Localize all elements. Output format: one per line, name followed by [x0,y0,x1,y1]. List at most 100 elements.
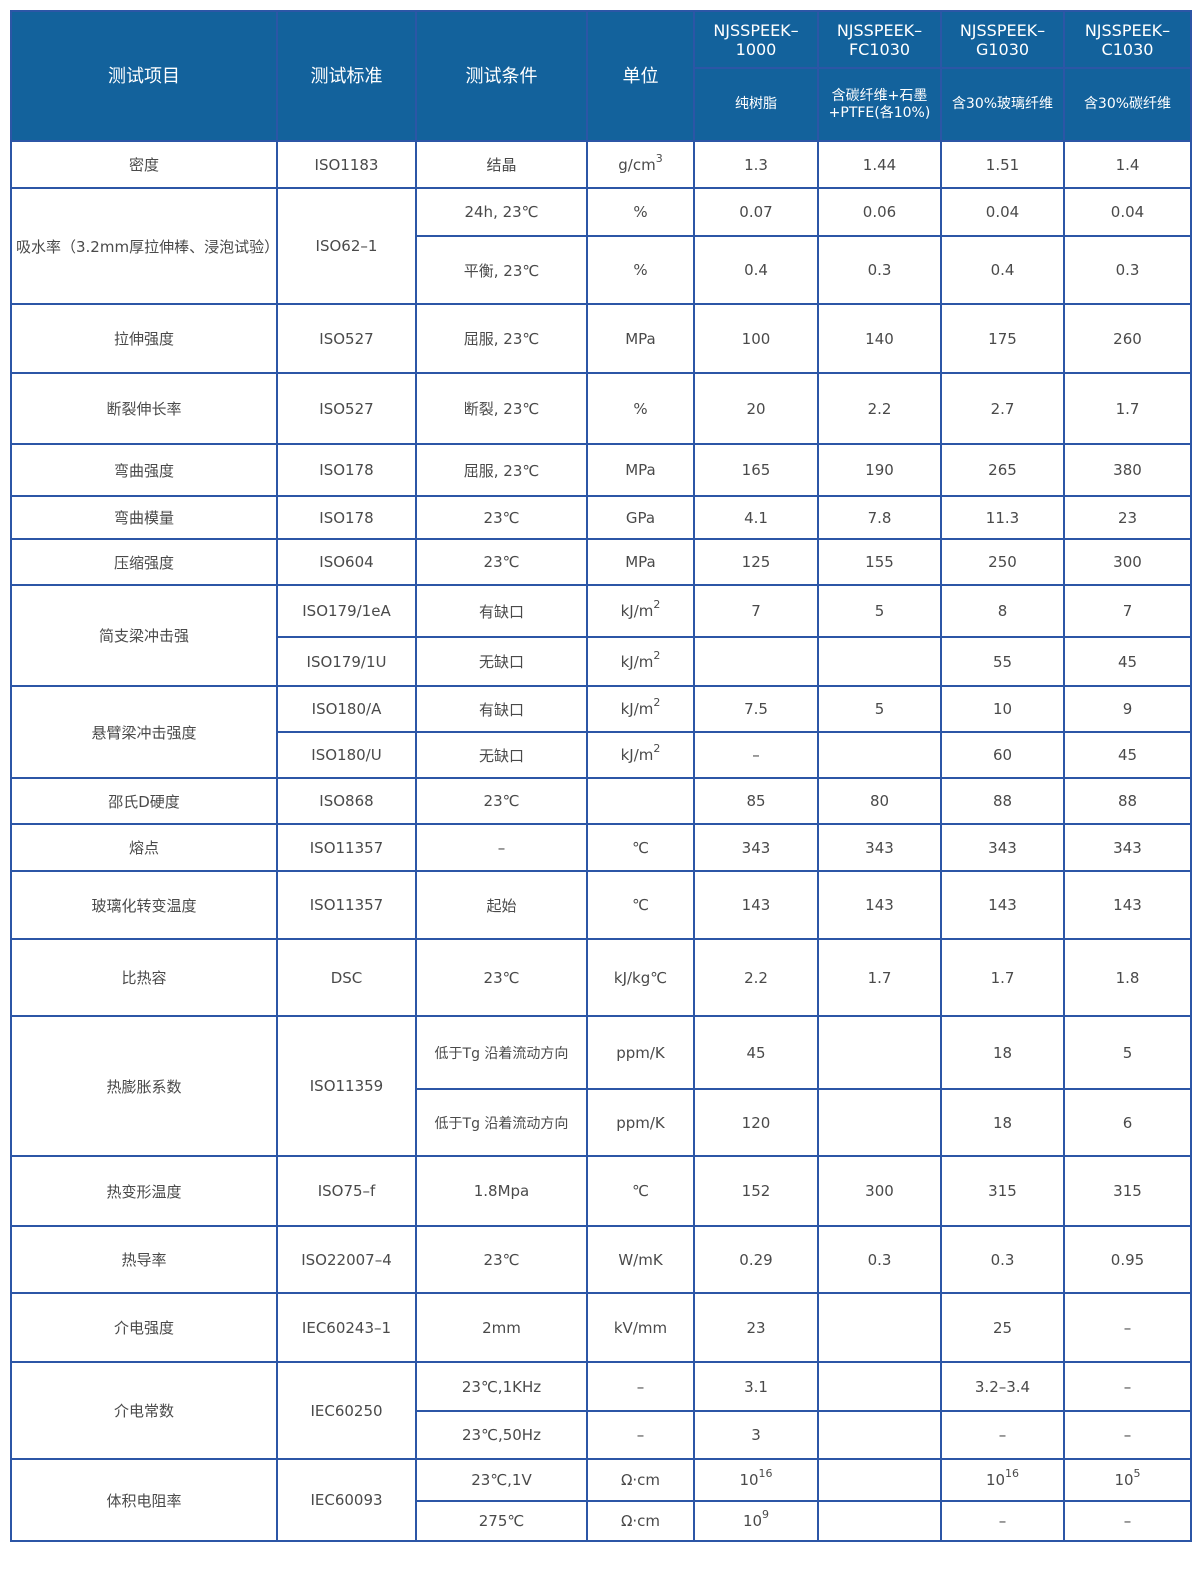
value-cell: 20 [693,372,819,445]
value-cell: 343 [817,823,942,872]
unit: Ω·cm [586,1500,695,1542]
value-cell: 0.04 [1063,187,1192,237]
value-cell: – [1063,1361,1192,1412]
value-cell: 45 [1063,636,1192,687]
test-condition: 23℃,50Hz [415,1410,588,1460]
value-cell: 0.3 [817,235,942,305]
test-standard: ISO1183 [276,140,417,189]
property-name: 弯曲模量 [10,495,278,540]
header-unit: 单位 [586,10,695,142]
value-cell: 1016 [693,1458,819,1502]
value-cell: 85 [693,777,819,825]
value-cell: 7.8 [817,495,942,540]
value-cell: 0.06 [817,187,942,237]
test-condition: 2mm [415,1292,588,1363]
value-cell: 315 [1063,1155,1192,1227]
table-row: 压缩强度 ISO604 23℃ MPa 125 155 250 300 [10,538,1192,586]
value-cell: 265 [940,443,1065,497]
value-cell: 45 [693,1015,819,1090]
test-standard: ISO178 [276,495,417,540]
value-cell: 1.3 [693,140,819,189]
unit: kV/mm [586,1292,695,1363]
value-cell: 55 [940,636,1065,687]
unit [586,777,695,825]
table-row: 弯曲强度 ISO178 屈服, 23℃ MPa 165 190 265 380 [10,443,1192,497]
unit: MPa [586,303,695,374]
table-row: 低于Tg 沿着流动方向 ppm/K 120 18 6 [11,1088,1192,1157]
test-standard: ISO179/1eA [276,584,417,638]
value-cell: 18 [940,1015,1065,1090]
value-cell: 1.7 [940,938,1065,1017]
unit: ℃ [586,1155,695,1227]
value-cell: 3 [693,1410,819,1460]
test-standard: ISO178 [276,443,417,497]
property-name: 拉伸强度 [10,303,278,374]
test-standard: DSC [276,938,417,1017]
value-cell: 0.29 [693,1225,819,1294]
test-standard: ISO11357 [276,823,417,872]
unit: ppm/K [586,1015,695,1090]
value-cell: 25 [940,1292,1065,1363]
property-name: 热膨胀系数 [10,1015,278,1157]
table-row: 热变形温度 ISO75–f 1.8Mpa ℃ 152 300 315 315 [10,1155,1192,1227]
unit: ppm/K [586,1088,695,1157]
test-condition: 有缺口 [415,685,588,733]
value-cell: 300 [817,1155,942,1227]
value-cell: 155 [817,538,942,586]
value-cell: – [940,1410,1065,1460]
value-cell: 125 [693,538,819,586]
property-name: 压缩强度 [10,538,278,586]
unit: % [586,187,695,237]
value-cell: 0.3 [940,1225,1065,1294]
header-grade-name: NJSSPEEK–FC1030 [817,10,942,69]
test-standard: ISO11359 [276,1015,417,1157]
value-cell: 380 [1063,443,1192,497]
test-condition: 屈服, 23℃ [415,303,588,374]
value-cell: – [1063,1292,1192,1363]
header-grade-name: NJSSPEEK–G1030 [940,10,1065,69]
test-standard: ISO180/A [276,685,417,733]
table-row: 吸水率（3.2mm厚拉伸棒、浸泡试验） ISO62–1 24h, 23℃% 0.07 0… [10,187,1192,305]
value-cell: 45 [1063,731,1192,779]
table-row: ISO179/1U 无缺口 kJ/m2 55 45 [11,636,1192,687]
property-name: 悬臂梁冲击强度 [10,685,278,779]
header-grade-desc: 含碳纤维+石墨+PTFE(各10%) [817,67,942,142]
test-standard: ISO179/1U [276,636,417,687]
table-row: 热导率 ISO22007–4 23℃ W/mK 0.29 0.3 0.3 0.95 [10,1225,1192,1294]
value-cell: 1.8 [1063,938,1192,1017]
property-name: 邵氏D硬度 [10,777,278,825]
unit: MPa [586,538,695,586]
test-standard: ISO604 [276,538,417,586]
table-row: 体积电阻率 IEC60093 23℃,1V Ω·cm 1016 1016 105 [10,1458,1192,1542]
property-name: 简支梁冲击强 [10,584,278,687]
value-cell: 2.2 [817,372,942,445]
value-cell: 0.3 [1063,235,1192,305]
unit: Ω·cm [586,1458,695,1502]
value-cell: 18 [940,1088,1065,1157]
header-test-standard: 测试标准 [276,10,417,142]
table-row: 断裂伸长率 ISO527 断裂, 23℃% 20 2.2 2.7 1.7 [10,372,1192,445]
unit: ℃ [586,870,695,940]
value-cell: 10 [940,685,1065,733]
property-name: 体积电阻率 [10,1458,278,1542]
value-cell: 250 [940,538,1065,586]
test-standard: ISO527 [276,303,417,374]
table-row: 热膨胀系数 ISO11359 低于Tg 沿着流动方向 ppm/K 45 18 5 [10,1015,1192,1157]
property-name: 弯曲强度 [10,443,278,497]
value-cell: 60 [940,731,1065,779]
value-cell: 11.3 [940,495,1065,540]
value-cell: – [1063,1410,1192,1460]
value-cell: 143 [1063,870,1192,940]
property-name: 热导率 [10,1225,278,1294]
value-cell: 109 [693,1500,819,1542]
test-condition: 无缺口 [415,636,588,687]
test-condition: 无缺口 [415,731,588,779]
value-cell [817,731,942,779]
value-cell: 2.7 [940,372,1065,445]
test-standard: IEC60250 [276,1361,417,1460]
test-condition: 起始 [415,870,588,940]
property-name: 玻璃化转变温度 [10,870,278,940]
table-row: 密度 ISO1183 结晶 g/cm3 1.3 1.44 1.51 1.4 [10,140,1192,189]
test-condition: 低于Tg 沿着流动方向 [415,1088,588,1157]
unit: – [586,1361,695,1412]
